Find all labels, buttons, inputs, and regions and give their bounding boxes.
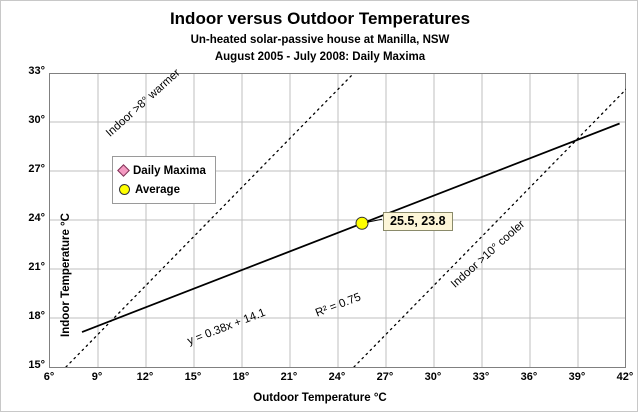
x-tick-label: 30° (424, 371, 442, 383)
y-tick-label: 27° (28, 163, 45, 175)
gridlines (50, 73, 626, 367)
average-point (355, 216, 369, 230)
scatter-canvas (50, 73, 626, 367)
chart-legend: Daily Maxima Average (112, 156, 216, 204)
x-tick-label: 27° (376, 371, 394, 383)
x-tick-label: 6° (43, 371, 55, 383)
x-tick-label: 9° (91, 371, 103, 383)
x-tick-label: 18° (232, 371, 250, 383)
indoor-10-cooler (353, 88, 626, 367)
y-tick-label: 30° (28, 114, 45, 126)
chart-subtitle-period: August 2005 - July 2008: Daily Maxima (214, 51, 426, 63)
y-tick-label: 15° (28, 359, 45, 371)
plot-area: Daily Maxima Average 25.5, 23.8 Indoor >… (49, 66, 626, 368)
legend-label-daily-maxima: Daily Maxima (133, 164, 206, 177)
x-tick-label: 21° (280, 371, 298, 383)
average-marker-icon (119, 184, 130, 195)
x-tick-label: 15° (184, 371, 202, 383)
reference-lines (65, 73, 626, 367)
y-tick-label: 33° (28, 65, 45, 77)
y-axis-title: Indoor Temperature °C (60, 213, 72, 337)
trend-line (81, 122, 620, 333)
callout-leader (366, 218, 383, 223)
indoor-8-warmer (65, 73, 355, 367)
daily-maxima-marker-icon (117, 164, 130, 177)
x-tick-label: 36° (520, 371, 538, 383)
chart-subtitle-location: Un-heated solar-passive house at Manilla… (190, 34, 450, 46)
x-axis-title: Outdoor Temperature °C (253, 392, 387, 404)
x-tick-label: 39° (568, 371, 586, 383)
x-axis-ticks: 6° 9° 12° 15° 18° 21° 24° 27° 30° 33° 36° 39° 42° (1, 371, 640, 389)
y-tick-label: 18° (28, 310, 45, 322)
legend-item-average[interactable]: Average (119, 181, 206, 198)
y-axis-ticks: 15° 18° 21° 24° 27° 30° 33° (7, 1, 45, 415)
legend-item-daily-maxima[interactable]: Daily Maxima (117, 162, 206, 179)
legend-label-average: Average (135, 183, 180, 196)
y-tick-label: 21° (28, 261, 45, 273)
average-data-label: 25.5, 23.8 (383, 212, 453, 232)
x-tick-label: 33° (472, 371, 490, 383)
x-tick-label: 12° (136, 371, 154, 383)
chart-title: Indoor versus Outdoor Temperatures (169, 9, 471, 28)
plot-border (50, 73, 626, 367)
x-tick-label: 42° (616, 371, 634, 383)
x-tick-label: 24° (328, 371, 346, 383)
y-tick-label: 24° (28, 212, 45, 224)
